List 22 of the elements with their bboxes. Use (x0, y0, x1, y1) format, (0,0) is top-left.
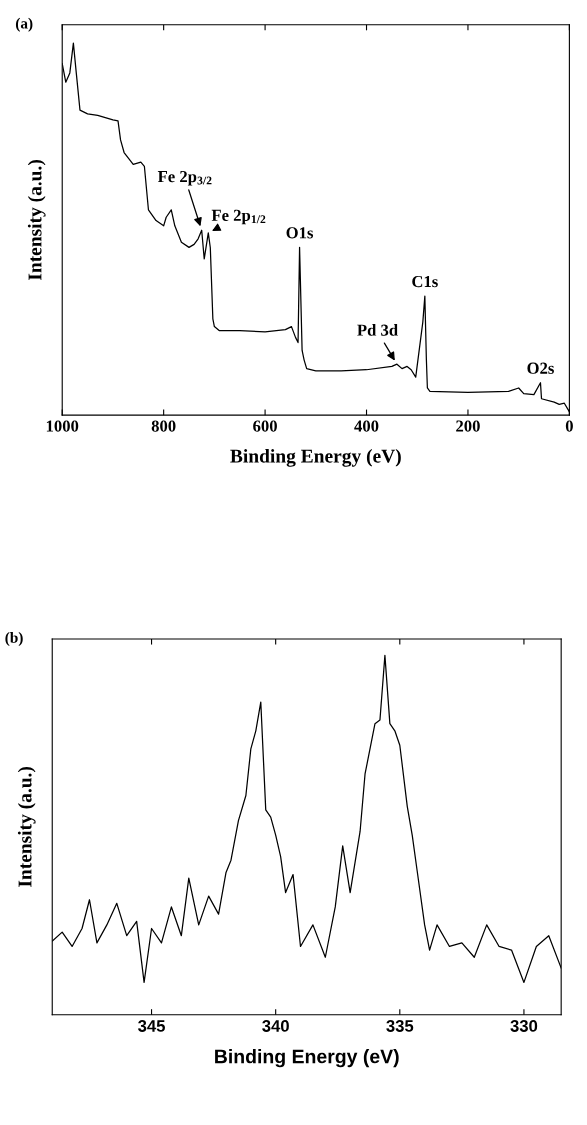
y-axis-title: Intensity (a.u.) (27, 160, 46, 281)
x-axis-title: Binding Energy (eV) (230, 448, 401, 467)
x-tick-label: 0 (565, 420, 573, 432)
x-tick-label: 400 (354, 420, 379, 432)
x-tick-label: 345 (138, 1020, 165, 1032)
annotation: O2s (527, 362, 554, 374)
annotation: C1s (412, 275, 438, 288)
x-tick-label: 600 (253, 420, 277, 432)
annotation: Fe 2p$_{1/2}$ (211, 209, 266, 225)
annotation: O1s (286, 227, 314, 239)
chart-title: (b) (5, 632, 23, 646)
y-axis-title: Intensity (a.u.) (17, 766, 36, 887)
annotation: Fe 2p$_{3/2}$ (157, 170, 212, 186)
chart-title: (a) (15, 17, 33, 32)
x-tick-label: 1000 (46, 420, 79, 432)
annotation: Pd 3d (357, 324, 398, 336)
x-tick-label: 330 (510, 1020, 538, 1032)
x-tick-label: 800 (151, 420, 176, 432)
x-tick-label: 335 (386, 1020, 414, 1032)
x-tick-label: 340 (262, 1020, 289, 1032)
x-axis-title: Binding Energy (eV) (215, 1049, 399, 1068)
x-tick-label: 200 (456, 420, 480, 432)
